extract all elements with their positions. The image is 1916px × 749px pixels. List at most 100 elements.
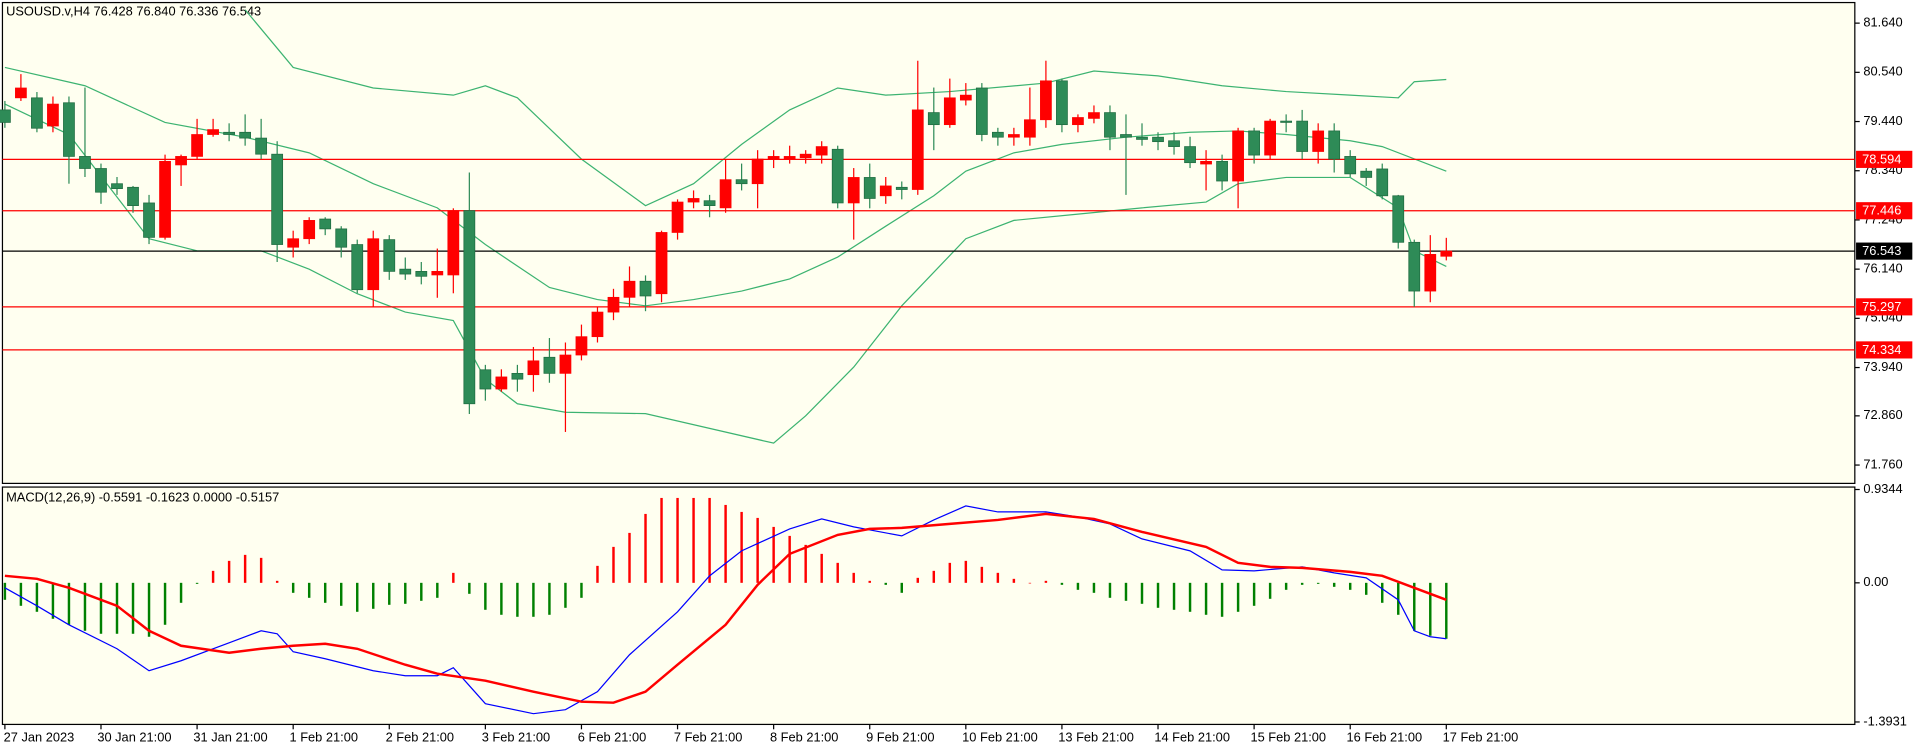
macd-histogram-bar: [227, 560, 231, 583]
macd-histogram-bar: [67, 582, 71, 625]
candle-body: [1264, 120, 1276, 156]
x-tick-label: 9 Feb 21:00: [866, 729, 934, 744]
level-tag: [1856, 341, 1913, 359]
candle-body: [639, 280, 652, 297]
x-tick-label: 10 Feb 21:00: [962, 729, 1038, 744]
macd-signal-line: [4, 512, 1447, 704]
x-tick-label: 6 Feb 21:00: [578, 729, 646, 744]
macd-histogram-bar: [1156, 582, 1160, 608]
macd-histogram-bar: [644, 513, 647, 583]
candle-body: [703, 200, 716, 206]
macd-histogram-bar: [900, 582, 903, 593]
candle-body: [1184, 146, 1196, 164]
candle-body: [239, 131, 252, 139]
x-tick-label: 16 Feb 21:00: [1347, 729, 1423, 744]
macd-histogram-bar: [356, 582, 359, 612]
level-label: 75.297: [1862, 299, 1901, 314]
candle-body: [1168, 140, 1180, 147]
candle-body: [287, 238, 300, 248]
macd-histogram-bar: [932, 570, 936, 583]
candle-body: [559, 354, 572, 374]
x-tick-label: 2 Feb 21:00: [386, 729, 454, 744]
macd-histogram-bar: [1060, 582, 1064, 585]
candle-body: [1104, 112, 1116, 138]
macd-histogram-bar: [724, 504, 727, 583]
candle-body: [463, 210, 476, 405]
macd-histogram-bar: [948, 562, 952, 583]
macd-histogram-bar: [179, 582, 183, 603]
macd-histogram-bar: [1236, 582, 1240, 612]
candle-body: [1296, 120, 1309, 152]
candle-body: [479, 369, 492, 390]
candle-body: [255, 137, 268, 155]
macd-histogram-bar: [996, 572, 1000, 583]
candle-body: [511, 372, 524, 380]
candle-body: [191, 134, 203, 157]
candle-body: [271, 153, 284, 245]
level-tag: [1856, 298, 1913, 316]
candle-body: [1008, 134, 1020, 138]
x-tick-label: 3 Feb 21:00: [482, 729, 550, 744]
macd-histogram-bar: [692, 497, 695, 583]
macd-histogram-bar: [1140, 582, 1144, 604]
candle-body: [1376, 168, 1389, 197]
y-tick-label: 80.540: [1863, 64, 1902, 79]
macd-histogram-bar: [115, 582, 119, 634]
x-tick-label: 7 Feb 21:00: [674, 729, 742, 744]
candle-body: [159, 160, 171, 238]
candle-body: [335, 228, 348, 248]
chart-title: USOUSD.v,H4 76.428 76.840 76.336 76.543: [6, 4, 261, 19]
candle-body: [767, 156, 780, 160]
macd-histogram-bar: [1252, 582, 1256, 606]
level-tag: [1856, 202, 1913, 220]
y-tick-label: 81.640: [1863, 15, 1902, 30]
candle-body: [1232, 130, 1244, 182]
macd-histogram-bar: [772, 526, 775, 583]
candle-body: [991, 131, 1004, 138]
macd-histogram-bar: [388, 582, 391, 605]
candle-body: [799, 153, 812, 159]
candle-body: [1408, 241, 1421, 292]
candle-body: [319, 218, 332, 230]
y-tick-label: 76.140: [1863, 261, 1902, 276]
macd-histogram-bar: [131, 582, 135, 634]
y-tick-label: 72.860: [1863, 407, 1902, 422]
candle-body: [95, 168, 107, 193]
macd-histogram-bar: [259, 557, 263, 583]
candle-body: [751, 158, 764, 185]
macd-histogram-bar: [436, 582, 439, 598]
y-tick-label: 0.9344: [1863, 481, 1902, 496]
candle-body: [15, 87, 27, 99]
macd-histogram-bar: [1028, 582, 1032, 584]
candle-body: [1152, 136, 1164, 143]
candle-body: [527, 360, 540, 376]
macd-histogram-bar: [99, 582, 103, 634]
macd-histogram-bar: [1076, 582, 1080, 590]
macd-histogram-bar: [19, 582, 23, 606]
macd-histogram-bar: [1284, 582, 1288, 590]
macd-histogram-bar: [51, 582, 55, 619]
candle-body: [1072, 117, 1084, 126]
level-label: 76.543: [1862, 243, 1901, 258]
candle-body: [143, 202, 155, 238]
macd-histogram-bar: [1124, 582, 1128, 601]
macd-histogram-bar: [372, 582, 375, 609]
macd-histogram-bar: [1092, 582, 1096, 593]
macd-histogram-bar: [243, 554, 247, 583]
macd-histogram-bar: [1300, 582, 1304, 585]
y-tick-label: 71.760: [1863, 456, 1902, 471]
macd-histogram-bar: [83, 582, 87, 631]
macd-histogram-bar: [628, 532, 631, 583]
candle-body: [1312, 130, 1325, 152]
macd-histogram-bar: [836, 562, 839, 583]
candle-body: [207, 129, 219, 135]
candle-body: [1328, 130, 1341, 160]
macd-histogram-bar: [323, 582, 327, 603]
x-tick-label: 14 Feb 21:00: [1154, 729, 1230, 744]
y-tick-label: 73.940: [1863, 359, 1902, 374]
x-tick-label: 8 Feb 21:00: [770, 729, 838, 744]
macd-histogram-bar: [884, 582, 887, 585]
macd-histogram-bar: [916, 577, 920, 583]
x-tick-label: 27 Jan 2023: [4, 729, 75, 744]
